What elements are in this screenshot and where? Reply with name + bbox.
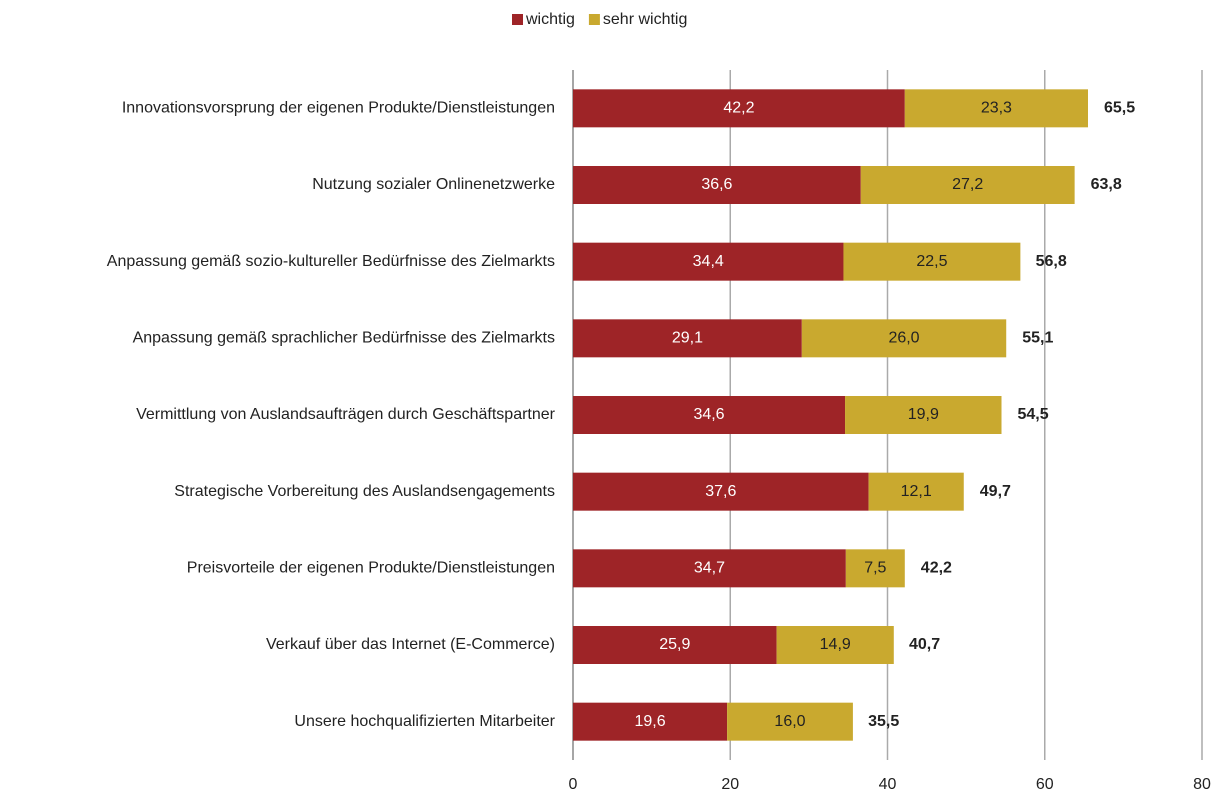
bar-segment [843, 242, 1021, 281]
data-label: 16,0 [774, 713, 805, 730]
x-tick-label: 20 [721, 776, 739, 793]
bar-segment [904, 89, 1088, 128]
data-label: 37,6 [705, 483, 736, 500]
y-tick-label: Vermittlung von Auslandsaufträgen durch … [136, 406, 556, 423]
bar-segment [573, 166, 861, 204]
data-label: 34,4 [693, 253, 724, 270]
data-label: 23,3 [981, 100, 1012, 117]
legend-swatch [588, 14, 600, 25]
data-label: 29,1 [672, 330, 703, 347]
data-label: 36,6 [701, 176, 732, 193]
bar-segment [727, 702, 853, 741]
data-label: 34,7 [694, 560, 725, 577]
y-tick-label: Nutzung sozialer Onlinenetzwerke [312, 176, 555, 193]
bar-segment [573, 89, 905, 128]
bar-segment [573, 472, 869, 511]
total-label: 42,2 [921, 560, 952, 577]
y-tick-label: Verkauf über das Internet (E-Commerce) [266, 636, 555, 653]
x-tick-label: 40 [879, 776, 897, 793]
bar-segment [845, 396, 1002, 434]
total-label: 40,7 [909, 636, 940, 653]
data-label: 19,6 [634, 713, 665, 730]
data-label: 7,5 [864, 560, 886, 577]
total-label: 54,5 [1018, 406, 1049, 423]
bar-segment [573, 396, 846, 434]
total-label: 55,1 [1022, 330, 1053, 347]
bar-segment [573, 626, 777, 664]
y-tick-label: Anpassung gemäß sprachlicher Bedürfnisse… [133, 330, 555, 347]
legend-label: wichtig [525, 11, 575, 28]
data-label: 27,2 [952, 176, 983, 193]
y-tick-label: Unsere hochqualifizierten Mitarbeiter [294, 713, 555, 730]
total-label: 49,7 [980, 483, 1011, 500]
y-tick-label: Innovationsvorsprung der eigenen Produkt… [122, 100, 555, 117]
data-label: 22,5 [916, 253, 947, 270]
data-label: 12,1 [901, 483, 932, 500]
data-label: 19,9 [908, 406, 939, 423]
bar-segment [573, 319, 802, 358]
bar-segment [573, 242, 844, 281]
y-tick-label: Strategische Vorbereitung des Auslandsen… [174, 483, 555, 500]
y-tick-label: Anpassung gemäß sozio-kultureller Bedürf… [107, 253, 555, 270]
total-label: 56,8 [1036, 253, 1067, 270]
x-tick-label: 60 [1036, 776, 1054, 793]
y-tick-label: Preisvorteile der eigenen Produkte/Diens… [187, 560, 555, 577]
data-label: 14,9 [820, 636, 851, 653]
legend-label: sehr wichtig [603, 11, 687, 28]
data-label: 34,6 [693, 406, 724, 423]
data-label: 26,0 [888, 330, 919, 347]
bar-segment [801, 319, 1007, 358]
total-label: 63,8 [1091, 176, 1122, 193]
bar-segment [868, 472, 964, 511]
data-label: 42,2 [723, 100, 754, 117]
bar-segment [776, 626, 894, 664]
bar-segment [860, 166, 1075, 204]
data-label: 25,9 [659, 636, 690, 653]
x-tick-label: 0 [569, 776, 578, 793]
total-label: 65,5 [1104, 100, 1135, 117]
bar-segment [845, 549, 905, 588]
bar-segment [573, 702, 728, 741]
bar-segment [573, 549, 846, 588]
total-label: 35,5 [868, 713, 899, 730]
x-tick-label: 80 [1193, 776, 1211, 793]
legend-swatch [512, 14, 523, 25]
